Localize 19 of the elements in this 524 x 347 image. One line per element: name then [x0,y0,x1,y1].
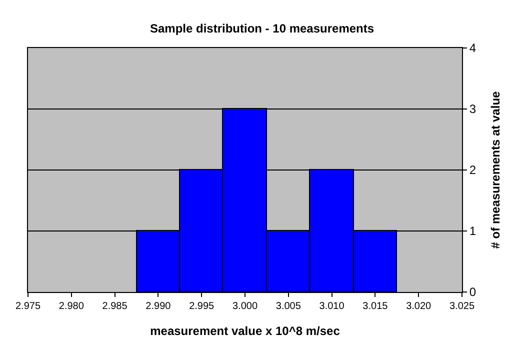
x-tick-label: 2.995 [189,301,215,312]
y-tick-label: 2 [469,163,476,178]
x-tick-label: 3.020 [406,301,432,312]
y-axis-title: # of measurements at value [488,90,502,249]
x-tick-label: 2.985 [102,301,128,312]
x-axis-title: measurement value x 10^8 m/sec [150,324,340,338]
y-tick-label: 1 [469,224,476,238]
x-tick-label: 3.005 [276,301,302,312]
y-tick-label: 3 [469,102,476,116]
x-tick-label: 3.000 [232,301,258,312]
x-tick-label: 2.980 [58,301,84,312]
x-tick-label: 3.010 [319,301,345,312]
x-tick-label: 2.990 [146,301,172,312]
x-tick-label: 3.015 [362,301,388,312]
y-tick-label: 0 [469,285,476,300]
x-tick-label: 2.975 [15,301,41,312]
chart-title: Sample distribution - 10 measurements [150,22,374,36]
x-tick-label: 3.025 [449,301,475,312]
y-tick-label: 4 [469,41,476,56]
